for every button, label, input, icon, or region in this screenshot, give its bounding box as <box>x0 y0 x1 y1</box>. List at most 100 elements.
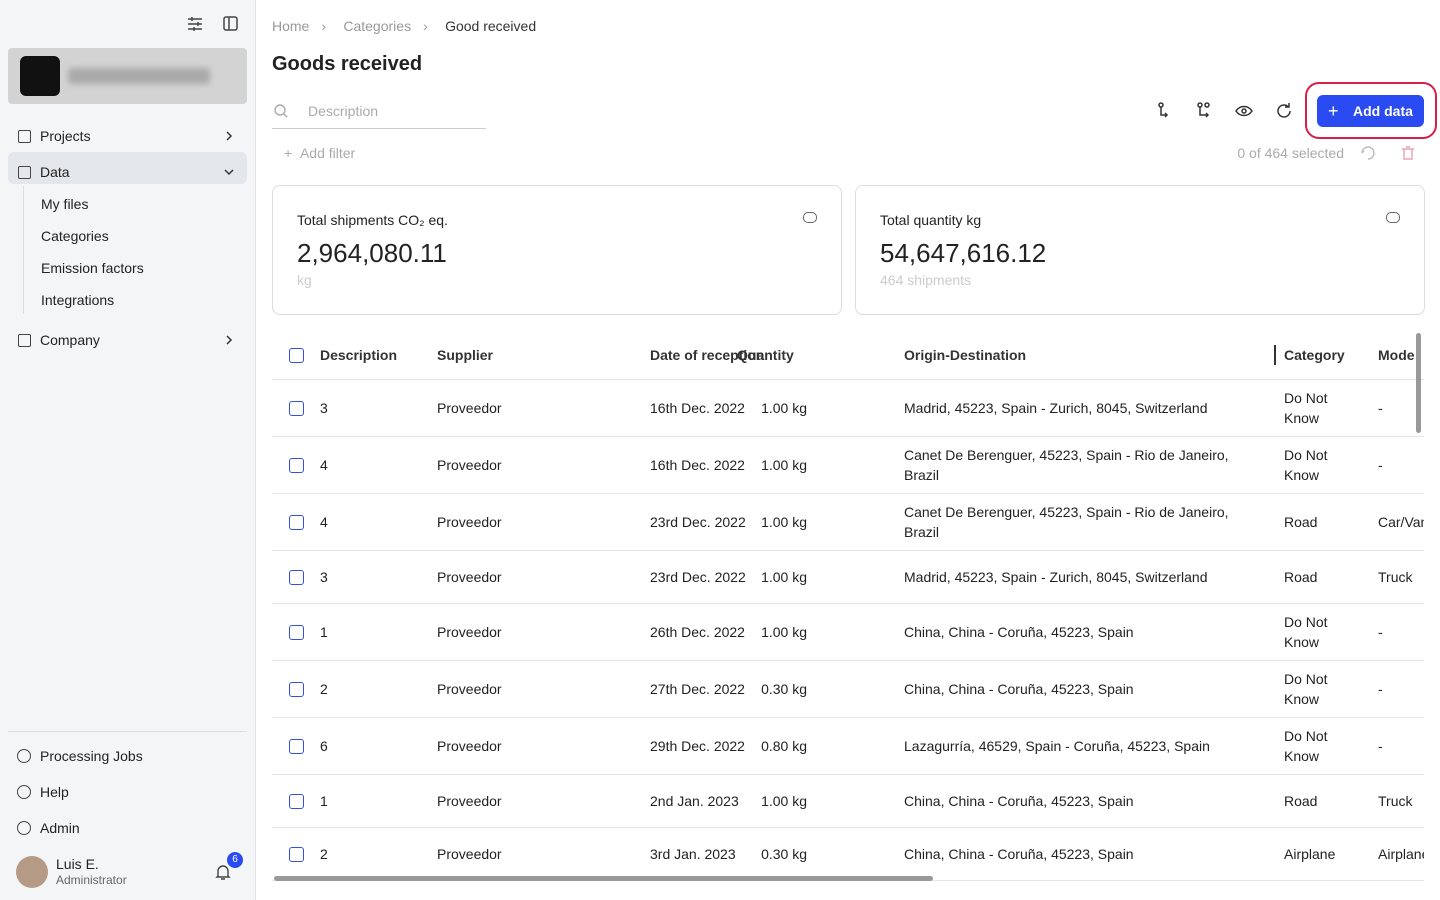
table-cell: 29th Dec. 2022 <box>650 737 745 754</box>
table-cell: China, China - Coruña, 45223, Spain <box>904 792 1134 809</box>
checkbox[interactable] <box>289 514 304 530</box>
table-cell: Proveedor <box>437 845 502 862</box>
table-cell: Proveedor <box>437 680 502 697</box>
checkbox[interactable] <box>289 569 304 585</box>
table-cell: 0.30 kg <box>761 680 807 697</box>
checkbox[interactable] <box>289 348 304 363</box>
nav-icon <box>18 166 31 179</box>
sidebar-tools[interactable] <box>186 15 246 33</box>
table-cell: Canet De Berenguer, 45223, Spain - Rio d… <box>904 503 1229 540</box>
h-scrollbar[interactable] <box>274 876 933 881</box>
bottom-nav-item[interactable]: Help <box>40 784 69 800</box>
avatar <box>16 856 48 888</box>
nav-item[interactable]: Company <box>40 332 100 348</box>
bell-icon[interactable] <box>214 863 232 881</box>
column-header[interactable]: Quantity <box>737 347 794 363</box>
nav-active-bg <box>8 152 247 184</box>
table-cell: 6 <box>320 737 328 754</box>
table-cell: 3 <box>320 568 328 585</box>
column-divider <box>1274 345 1276 365</box>
table-cell: 1.00 kg <box>761 568 807 585</box>
nav-item[interactable]: Projects <box>40 128 91 144</box>
table-cell: Road <box>1284 792 1318 809</box>
breadcrumb-sep: › <box>423 18 428 34</box>
table-cell: 16th Dec. 2022 <box>650 456 745 473</box>
column-header[interactable]: Mode <box>1378 347 1415 363</box>
bottom-nav-item[interactable]: Processing Jobs <box>40 748 143 764</box>
nav-icon <box>18 334 31 347</box>
nav-circle-icon <box>17 821 31 835</box>
search-icon <box>274 104 288 118</box>
nav-subitem[interactable]: My files <box>41 196 89 212</box>
user-name: Luis E. <box>56 856 99 872</box>
table-cell: 0.30 kg <box>761 845 807 862</box>
column-header[interactable]: Description <box>320 347 398 363</box>
nav-circle-icon <box>17 785 31 799</box>
table-row[interactable]: 4 Proveedor 16th Dec. 2022 1.00 kg Canet De … <box>272 437 1424 494</box>
table-cell: 1.00 kg <box>761 399 807 416</box>
column-header[interactable]: Supplier <box>437 347 494 363</box>
nav-subitem[interactable]: Integrations <box>41 292 115 308</box>
table-row[interactable]: 2 Proveedor 3rd Jan. 2023 0.30 kg China, Chi… <box>272 828 1424 881</box>
sidebar: Projects Data My files Categories Emission f… <box>0 0 256 900</box>
table-cell: Do Not Know <box>1284 446 1328 483</box>
table-cell: 3 <box>320 399 328 416</box>
column-header[interactable]: Category <box>1284 347 1345 363</box>
table-row[interactable]: 1 Proveedor 26th Dec. 2022 1.00 kg China, Ch… <box>272 604 1424 661</box>
table-cell: Proveedor <box>437 568 502 585</box>
table-cell: - <box>1378 737 1383 754</box>
table-cell: 3rd Jan. 2023 <box>650 845 736 862</box>
column-header[interactable]: Date of reception <box>650 347 765 363</box>
nav-subitem[interactable]: Categories <box>41 228 109 244</box>
table-cell: 1.00 kg <box>761 623 807 640</box>
checkbox[interactable] <box>289 400 304 416</box>
nav-circle-icon <box>17 749 31 763</box>
nav-tree-line <box>23 186 24 314</box>
toolbar-icons[interactable] <box>1154 101 1294 121</box>
checkbox[interactable] <box>289 681 304 697</box>
table-row[interactable]: 2 Proveedor 27th Dec. 2022 0.30 kg China, Ch… <box>272 661 1424 718</box>
table-row[interactable]: 6 Proveedor 29th Dec. 2022 0.80 kg Lazagurrí… <box>272 718 1424 775</box>
table-cell: 1.00 kg <box>761 456 807 473</box>
notification-badge: 6 <box>227 852 243 868</box>
table-cell: Do Not Know <box>1284 613 1328 650</box>
search-input[interactable]: Description <box>308 103 379 119</box>
checkbox[interactable] <box>289 846 304 862</box>
checkbox[interactable] <box>289 738 304 754</box>
search-underline <box>272 128 486 129</box>
table-cell: Proveedor <box>437 399 502 416</box>
nav-subitem[interactable]: Emission factors <box>41 260 144 276</box>
table-row[interactable]: 4 Proveedor 23rd Dec. 2022 1.00 kg Canet De … <box>272 494 1424 551</box>
nav-item[interactable]: Data <box>40 164 70 180</box>
table-cell: Do Not Know <box>1284 727 1328 764</box>
selection-icons[interactable] <box>1360 145 1418 161</box>
checkbox[interactable] <box>289 793 304 809</box>
table-cell: Do Not Know <box>1284 389 1328 426</box>
bottom-nav-item[interactable]: Admin <box>40 820 80 836</box>
page-title: Goods received <box>272 53 423 75</box>
breadcrumb-item[interactable]: Categories <box>343 18 412 34</box>
table-cell: 2 <box>320 680 328 697</box>
org-card[interactable] <box>8 48 247 104</box>
add-data-button[interactable]: + Add data <box>1317 95 1424 127</box>
table-cell: 23rd Dec. 2022 <box>650 513 746 530</box>
table-cell: China, China - Coruña, 45223, Spain <box>904 845 1134 862</box>
checkbox[interactable] <box>289 457 304 473</box>
table-cell: - <box>1378 680 1383 697</box>
column-header[interactable]: Origin-Destination <box>904 347 1027 363</box>
breadcrumb-item[interactable]: Home <box>272 18 310 34</box>
v-scrollbar[interactable] <box>1416 333 1421 433</box>
table-cell: 0.80 kg <box>761 737 807 754</box>
checkbox[interactable] <box>289 624 304 640</box>
card-value: 54,647,616.12 <box>880 238 1047 268</box>
table-row[interactable]: 3 Proveedor 23rd Dec. 2022 1.00 kg Madrid, 4… <box>272 551 1424 604</box>
add-filter[interactable]: + Add filter <box>284 145 356 161</box>
card-value: 2,964,080.11 <box>297 238 447 268</box>
table-cell: 26th Dec. 2022 <box>650 623 745 640</box>
stat-card: Total shipments CO₂ eq. 2,964,080.11 kg <box>272 185 842 315</box>
table-cell: 1.00 kg <box>761 513 807 530</box>
table-row[interactable]: 3 Proveedor 16th Dec. 2022 1.00 kg Madrid, 4… <box>272 380 1424 437</box>
table-cell: 2nd Jan. 2023 <box>650 792 739 809</box>
table-row[interactable]: 1 Proveedor 2nd Jan. 2023 1.00 kg China, Chi… <box>272 775 1424 828</box>
